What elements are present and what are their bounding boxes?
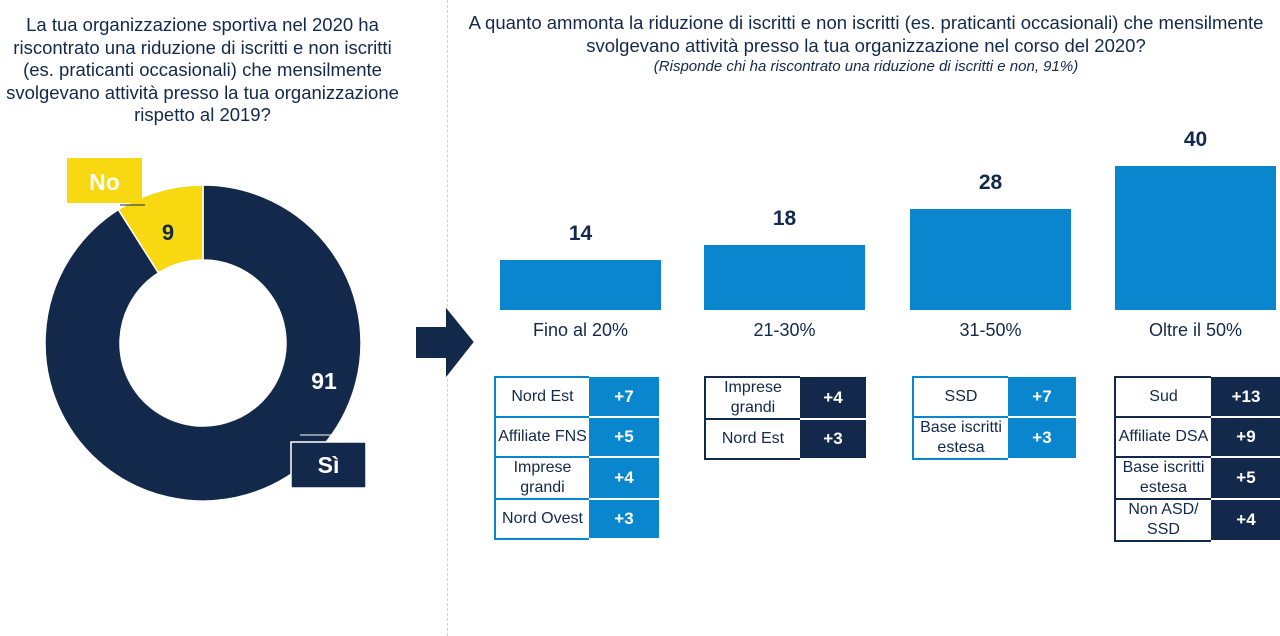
segment-table-1: Nord Est +7 Affiliate FNS +5 Imprese grandi +… [494, 376, 659, 540]
category-label-1: Fino al 20% [532, 320, 629, 340]
segment-label: Base iscritti estesa [912, 417, 1008, 460]
category-label-3: 31-50% [959, 320, 1022, 340]
segment-value: +5 [1211, 457, 1280, 500]
bar-3 [910, 209, 1071, 310]
segment-value: +9 [1211, 417, 1280, 458]
segment-row: Base iscritti estesa +3 [912, 417, 1076, 460]
segment-value: +3 [589, 499, 659, 540]
segment-row: Base iscritti estesa +5 [1114, 457, 1280, 500]
arrow-icon [414, 302, 477, 383]
segment-label: Non ASD/ SSD [1114, 499, 1211, 542]
segment-row: SSD +7 [912, 376, 1076, 418]
bar-value-3: 28 [978, 171, 1003, 195]
donut-value-si: 91 [311, 368, 337, 394]
segment-label: Affiliate DSA [1114, 417, 1211, 458]
bar-value-2: 18 [772, 207, 797, 231]
label-box-no [67, 158, 142, 203]
segment-label: Affiliate FNS [494, 417, 589, 458]
segment-value: +3 [1008, 417, 1076, 460]
segment-table-3: SSD +7 Base iscritti estesa +3 [912, 376, 1076, 460]
donut-label-no: No [89, 169, 120, 195]
segment-label: Imprese grandi [704, 376, 800, 420]
segment-label: Nord Est [704, 419, 800, 460]
segment-row: Non ASD/ SSD +4 [1114, 499, 1280, 542]
segment-table-4: Sud +13 Affiliate DSA +9 Base iscritti estes… [1114, 376, 1280, 542]
right-subtitle: (Risponde chi ha riscontrato una riduzio… [653, 58, 1079, 75]
category-label-2: 21-30% [753, 320, 816, 340]
segment-row: Nord Est +3 [704, 419, 866, 460]
segment-value: +5 [589, 417, 659, 458]
segment-value: +13 [1211, 377, 1280, 418]
right-question: A quanto ammonta la riduzione di iscritt… [468, 12, 1264, 56]
donut-slice-si [44, 184, 362, 502]
segment-value: +3 [800, 419, 866, 460]
bar-1 [500, 259, 661, 310]
segment-table-2: Imprese grandi +4 Nord Est +3 [704, 376, 866, 460]
segment-row: Affiliate FNS +5 [494, 417, 659, 458]
segment-row: Nord Ovest +3 [494, 499, 659, 540]
bar-value-4: 40 [1183, 128, 1208, 151]
bar-4 [1115, 166, 1276, 310]
segment-label: Nord Ovest [494, 499, 589, 540]
segment-label: Base iscritti estesa [1114, 457, 1211, 500]
segment-row: Nord Est +7 [494, 376, 659, 418]
donut-chart: 9 91 No Sì [44, 158, 367, 502]
segment-value: +7 [1008, 377, 1076, 418]
donut-value-no: 9 [162, 220, 174, 245]
segment-value: +4 [589, 457, 659, 500]
category-label-4: Oltre il 50% [1148, 320, 1243, 340]
segment-row: Imprese grandi +4 [494, 457, 659, 500]
segment-row: Sud +13 [1114, 376, 1280, 418]
bar-2 [704, 245, 865, 310]
segment-label: Nord Est [494, 376, 589, 418]
donut-label-si: Sì [318, 452, 340, 478]
segment-value: +4 [1211, 499, 1280, 542]
segment-row: Affiliate DSA +9 [1114, 417, 1280, 458]
label-box-si [290, 441, 367, 489]
segment-value: +4 [800, 377, 866, 420]
segment-value: +7 [589, 377, 659, 418]
segment-label: Sud [1114, 376, 1211, 418]
segment-label: Imprese grandi [494, 457, 589, 500]
segment-label: SSD [912, 376, 1008, 418]
bar-value-1: 14 [568, 221, 593, 245]
segment-row: Imprese grandi +4 [704, 376, 866, 420]
right-question-block: A quanto ammonta la riduzione di iscritt… [452, 12, 1280, 77]
left-question: La tua organizzazione sportiva nel 2020 … [6, 14, 399, 125]
